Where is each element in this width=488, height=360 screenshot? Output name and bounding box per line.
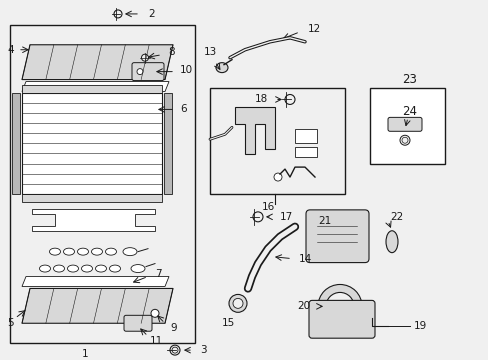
Ellipse shape xyxy=(95,265,106,272)
Circle shape xyxy=(114,10,122,18)
Text: 13: 13 xyxy=(203,47,216,57)
Ellipse shape xyxy=(53,265,64,272)
Bar xyxy=(10,25,195,343)
Circle shape xyxy=(285,94,294,104)
Polygon shape xyxy=(22,276,169,287)
Ellipse shape xyxy=(105,248,116,255)
Polygon shape xyxy=(22,45,173,80)
Ellipse shape xyxy=(216,63,227,73)
Circle shape xyxy=(252,212,263,222)
Bar xyxy=(294,129,316,143)
Ellipse shape xyxy=(91,248,102,255)
Text: 10: 10 xyxy=(180,65,193,75)
Ellipse shape xyxy=(109,265,120,272)
Bar xyxy=(369,87,444,164)
Bar xyxy=(163,93,172,194)
Polygon shape xyxy=(32,209,155,231)
Text: 8: 8 xyxy=(168,47,174,57)
Polygon shape xyxy=(235,107,274,154)
Ellipse shape xyxy=(49,248,61,255)
Text: 3: 3 xyxy=(200,345,206,355)
Text: 24: 24 xyxy=(402,105,417,118)
Bar xyxy=(22,194,162,202)
Text: 15: 15 xyxy=(221,318,234,328)
Circle shape xyxy=(172,347,178,353)
Bar xyxy=(12,93,20,194)
Text: 17: 17 xyxy=(280,212,293,222)
Ellipse shape xyxy=(123,248,137,256)
Text: 1: 1 xyxy=(81,349,88,359)
Polygon shape xyxy=(22,82,169,91)
Text: 9: 9 xyxy=(170,323,176,333)
Text: 12: 12 xyxy=(307,24,321,34)
Text: 22: 22 xyxy=(389,212,403,222)
Circle shape xyxy=(151,309,159,317)
Ellipse shape xyxy=(63,248,74,255)
Ellipse shape xyxy=(40,265,50,272)
Circle shape xyxy=(137,69,142,75)
Bar xyxy=(22,85,162,93)
Text: 7: 7 xyxy=(155,269,162,279)
Text: 20: 20 xyxy=(296,301,309,311)
Text: 21: 21 xyxy=(318,216,331,226)
Circle shape xyxy=(141,54,148,61)
Ellipse shape xyxy=(81,265,92,272)
Bar xyxy=(22,93,162,194)
Circle shape xyxy=(399,135,409,145)
Ellipse shape xyxy=(131,265,145,273)
Circle shape xyxy=(401,137,407,143)
Text: 16: 16 xyxy=(261,202,274,212)
Circle shape xyxy=(228,294,246,312)
Text: 11: 11 xyxy=(150,336,163,346)
Text: 23: 23 xyxy=(402,73,417,86)
Circle shape xyxy=(170,345,180,355)
Ellipse shape xyxy=(77,248,88,255)
Text: 14: 14 xyxy=(298,253,312,264)
Circle shape xyxy=(232,298,243,309)
Circle shape xyxy=(273,173,282,181)
Text: 5: 5 xyxy=(7,318,13,328)
FancyBboxPatch shape xyxy=(308,300,374,338)
Text: 4: 4 xyxy=(7,45,14,55)
FancyBboxPatch shape xyxy=(124,315,152,331)
FancyBboxPatch shape xyxy=(305,210,368,262)
Circle shape xyxy=(325,292,353,320)
FancyBboxPatch shape xyxy=(387,117,421,131)
Bar xyxy=(294,147,316,157)
Text: 19: 19 xyxy=(413,321,427,331)
Circle shape xyxy=(317,284,361,328)
Ellipse shape xyxy=(385,231,397,253)
FancyBboxPatch shape xyxy=(132,63,163,81)
Text: 6: 6 xyxy=(180,104,186,114)
Polygon shape xyxy=(22,288,173,323)
Text: 18: 18 xyxy=(254,94,267,104)
Ellipse shape xyxy=(67,265,79,272)
Text: 2: 2 xyxy=(148,9,154,19)
Bar xyxy=(209,87,345,194)
